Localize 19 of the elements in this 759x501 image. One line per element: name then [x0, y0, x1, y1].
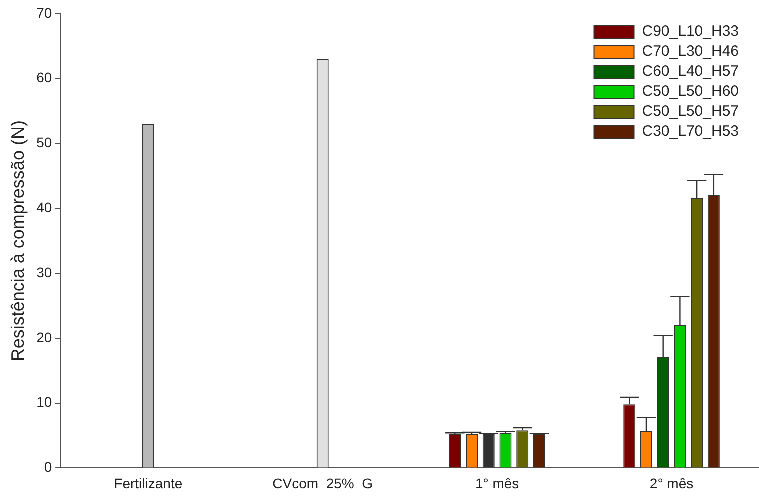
x-tick-label: 2° mês	[650, 475, 694, 492]
legend-label: C50_L50_H57	[642, 103, 740, 120]
x-tick-label: CVcom 25% G	[272, 475, 374, 492]
y-tick-label: 10	[36, 394, 52, 410]
y-tick-label: 70	[36, 4, 52, 21]
y-tick-label: 30	[36, 264, 52, 280]
y-axis-title: Resistência à compressão (N)	[8, 120, 28, 362]
legend-label: C30_L70_H53	[642, 123, 740, 140]
x-tick-label: Fertilizante	[114, 475, 183, 492]
y-tick-label: 0	[44, 459, 52, 476]
y-tick-label: 50	[36, 134, 52, 151]
y-tick-label: 40	[36, 200, 52, 216]
legend-label: C50_L50_H60	[642, 83, 740, 100]
y-tick-label: 60	[36, 70, 52, 86]
x-tick-label: 1° mês	[475, 475, 520, 492]
legend-label: C90_L10_H33	[642, 23, 740, 40]
y-tick-label: 20	[36, 329, 52, 346]
legend-label: C70_L30_H46	[642, 43, 740, 60]
legend-label: C60_L40_H57	[642, 63, 740, 80]
